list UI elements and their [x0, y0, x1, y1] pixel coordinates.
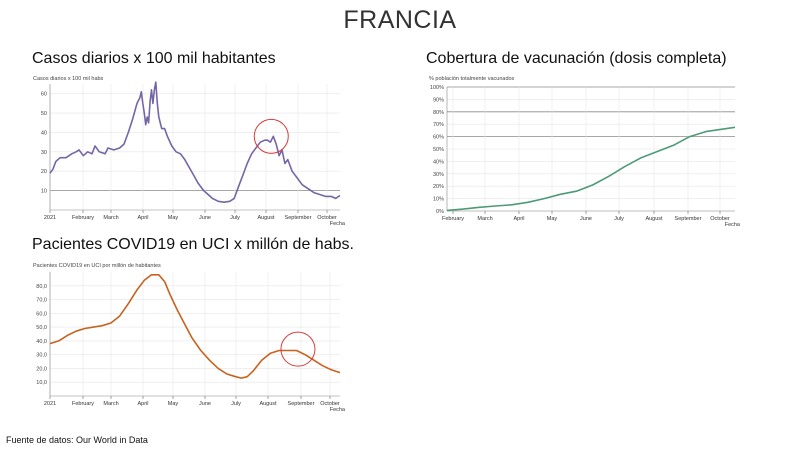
x-tick-label: 2021 [44, 215, 56, 221]
x-tick-label: October [710, 216, 730, 222]
data-source: Fuente de datos: Our World in Data [6, 435, 148, 445]
x-tick-label: June [199, 215, 211, 221]
y-tick-label: 40,0 [36, 339, 47, 345]
y-tick-label: 20% [433, 184, 444, 190]
x-tick-label: September [285, 215, 312, 221]
y-tick-label: 80% [433, 110, 444, 116]
x-tick-label: May [168, 215, 179, 221]
x-tick-label: July [614, 216, 624, 222]
x-axis-label: Fecha [725, 222, 741, 228]
x-tick-label: May [168, 401, 179, 407]
x-tick-label: February [442, 216, 464, 222]
y-tick-label: 40 [41, 130, 47, 136]
y-tick-label: 50 [41, 111, 47, 117]
x-tick-label: October [317, 215, 337, 221]
x-tick-label: September [288, 401, 315, 407]
page-title: FRANCIA [343, 6, 457, 34]
cases-chart-subtitle: Casos diarios x 100 mil habs [33, 76, 104, 82]
x-tick-label: September [675, 216, 702, 222]
x-tick-label: August [645, 216, 663, 222]
series-line [446, 126, 736, 212]
x-tick-label: March [103, 215, 118, 221]
x-tick-label: July [231, 401, 241, 407]
y-tick-label: 70% [433, 122, 444, 128]
y-tick-label: 20,0 [36, 366, 47, 372]
y-tick-label: 60% [433, 135, 444, 141]
icu-chart-title: Pacientes COVID19 en UCI x millón de hab… [32, 236, 354, 253]
x-tick-label: June [199, 401, 211, 407]
y-tick-label: 50,0 [36, 325, 47, 331]
x-tick-label: May [547, 216, 558, 222]
y-tick-label: 40% [433, 159, 444, 165]
y-tick-label: 10,0 [36, 380, 47, 386]
y-tick-label: 0% [436, 209, 444, 215]
y-tick-label: 80,0 [36, 284, 47, 290]
x-tick-label: July [230, 215, 240, 221]
y-tick-label: 70,0 [36, 298, 47, 304]
x-tick-label: June [580, 216, 592, 222]
x-axis-label: Fecha [330, 407, 346, 413]
y-tick-label: 90% [433, 97, 444, 103]
x-tick-label: April [513, 216, 524, 222]
cases-chart-title: Casos diarios x 100 mil habitantes [32, 50, 276, 67]
x-axis-label: Fecha [330, 221, 346, 227]
vaccination-chart-subtitle: % población totalmente vacunados [429, 76, 515, 82]
y-tick-label: 50% [433, 147, 444, 153]
highlight-circle [280, 331, 316, 367]
y-tick-label: 30% [433, 172, 444, 178]
y-tick-label: 30,0 [36, 353, 47, 359]
x-tick-label: August [259, 401, 277, 407]
x-tick-label: April [137, 215, 148, 221]
y-tick-label: 60 [41, 92, 47, 98]
y-tick-label: 20 [41, 169, 47, 175]
x-tick-label: March [477, 216, 492, 222]
x-tick-label: February [72, 401, 94, 407]
y-tick-label: 60,0 [36, 311, 47, 317]
y-tick-label: 10 [41, 189, 47, 195]
series-line [49, 81, 341, 203]
y-tick-label: 100% [430, 85, 444, 91]
highlight-circle [253, 118, 289, 154]
series-line [49, 274, 341, 379]
x-tick-label: 2021 [44, 401, 56, 407]
icu-chart-subtitle: Pacientes COVID19 en UCI por millón de h… [33, 263, 161, 269]
vaccination-chart-title: Cobertura de vacunación (dosis completa) [426, 50, 727, 67]
x-tick-label: October [320, 401, 340, 407]
y-tick-label: 30 [41, 150, 47, 156]
x-tick-label: March [103, 401, 118, 407]
x-tick-label: April [137, 401, 148, 407]
x-tick-label: February [72, 215, 94, 221]
x-tick-label: August [257, 215, 275, 221]
y-tick-label: 10% [433, 197, 444, 203]
